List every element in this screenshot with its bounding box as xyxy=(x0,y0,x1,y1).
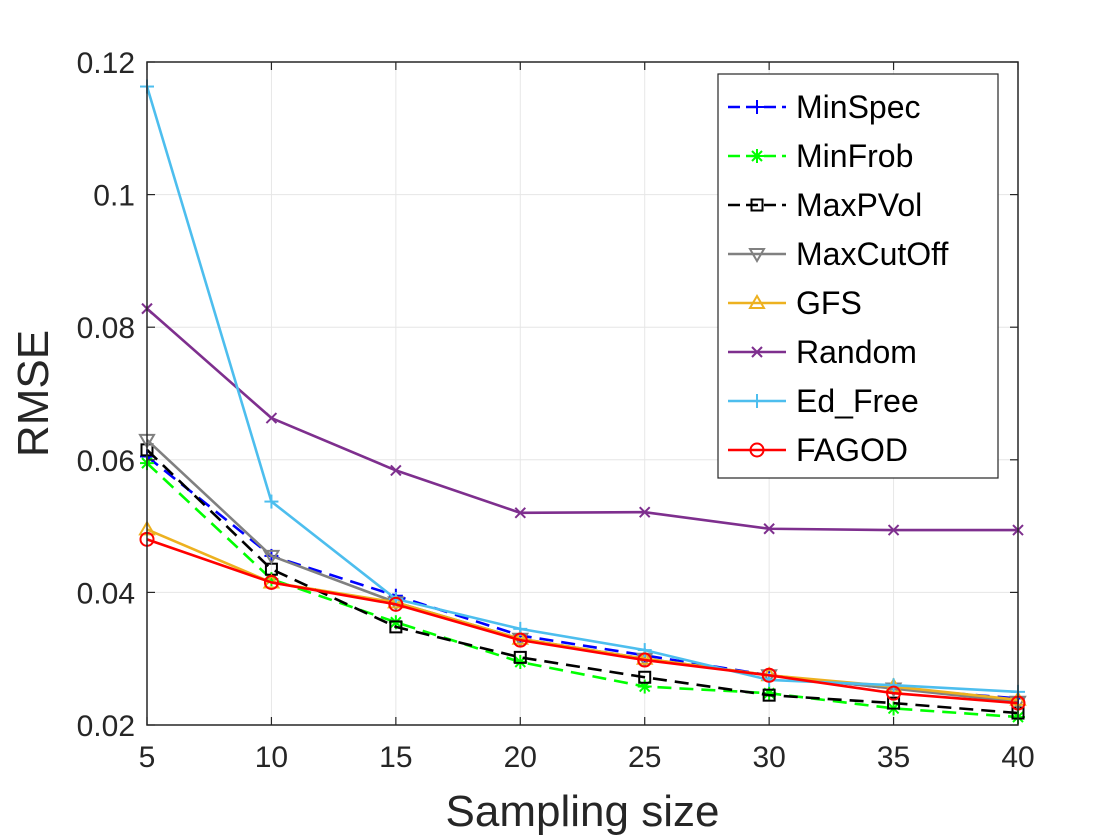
legend-item-maxcutoff: MaxCutOff xyxy=(728,236,948,272)
legend-label: MinSpec xyxy=(796,89,921,125)
legend-marker xyxy=(750,198,764,212)
legend-label: FAGOD xyxy=(796,432,908,468)
point-maxcutoff xyxy=(262,549,281,565)
legend-marker xyxy=(749,442,765,458)
legend-label: Ed_Free xyxy=(796,383,919,419)
legend-marker xyxy=(750,100,764,114)
series-layer xyxy=(138,79,1027,725)
point-random xyxy=(514,507,526,519)
point-gfs xyxy=(387,593,405,609)
series-line-maxpvol xyxy=(146,448,1019,715)
legend-label: MinFrob xyxy=(796,138,913,174)
series-random xyxy=(141,302,1024,536)
x-tick-label: 40 xyxy=(1001,741,1034,774)
x-tick-label: 10 xyxy=(255,741,288,774)
legend-label: MaxCutOff xyxy=(796,236,948,272)
point-random xyxy=(887,524,900,536)
legend-item-gfs: GFS xyxy=(728,285,862,321)
y-tick-label: 0.08 xyxy=(77,312,135,345)
legend-marker xyxy=(751,346,763,358)
y-tick-label: 0.12 xyxy=(77,47,135,80)
point-maxpvol xyxy=(389,620,403,634)
point-fagod xyxy=(388,596,404,612)
legend-item-fagod: FAGOD xyxy=(728,432,908,468)
point-maxpvol xyxy=(513,650,527,664)
point-fagod xyxy=(637,652,653,668)
legend: MinSpec MinFrob MaxPVol MaxCutOff GFS Random E… xyxy=(717,73,999,479)
series-line-random xyxy=(146,307,1018,532)
point-fagod xyxy=(512,632,528,648)
legend-item-random: Random xyxy=(728,334,917,370)
point-fagod xyxy=(761,667,777,683)
x-tick-label: 5 xyxy=(139,741,156,774)
point-random xyxy=(639,506,651,518)
y-tick-label: 0.1 xyxy=(93,180,135,213)
legend-box xyxy=(717,73,999,479)
y-tick-label: 0.02 xyxy=(77,710,135,743)
point-maxpvol xyxy=(887,696,901,710)
legend-label: GFS xyxy=(796,285,862,321)
point-ed-free xyxy=(637,643,652,658)
series-line-ed-free xyxy=(145,86,1019,694)
y-axis-title: RMSE xyxy=(9,330,58,457)
series-line-fagod xyxy=(146,538,1019,705)
legend-label: MaxPVol xyxy=(796,187,922,223)
x-tick-label: 20 xyxy=(504,741,537,774)
point-fagod xyxy=(886,685,902,701)
point-gfs xyxy=(635,649,654,665)
ticks: 5 10 15 20 25 30 35 40 0.02 0.04 0.06 0.08 0.1 0.12 xyxy=(77,47,1035,774)
point-random xyxy=(265,412,278,424)
legend-marker xyxy=(748,294,766,309)
y-tick-label: 0.06 xyxy=(77,445,135,478)
legend-marker xyxy=(750,394,764,408)
x-axis-title: Sampling size xyxy=(446,787,720,836)
point-maxpvol xyxy=(762,688,776,702)
x-tick-label: 35 xyxy=(877,741,910,774)
point-ed-free xyxy=(264,494,279,509)
legend-label: Random xyxy=(796,334,917,370)
point-maxpvol xyxy=(638,670,652,684)
series-line-minfrob xyxy=(146,462,1019,719)
x-tick-label: 15 xyxy=(379,741,412,774)
legend-item-minspec: MinSpec xyxy=(728,89,921,125)
plot-frame xyxy=(146,61,1019,726)
x-tick-label: 25 xyxy=(628,741,661,774)
y-tick-label: 0.04 xyxy=(77,577,135,610)
point-random xyxy=(390,464,402,477)
point-random xyxy=(763,523,775,535)
point-fagod xyxy=(263,574,279,590)
legend-item-minfrob: MinFrob xyxy=(728,138,913,174)
x-tick-label: 30 xyxy=(752,741,785,774)
legend-item-ed-free: Ed_Free xyxy=(728,383,919,419)
point-ed-free xyxy=(886,678,901,693)
legend-marker xyxy=(748,248,766,263)
legend-marker xyxy=(750,149,764,163)
legend-item-maxpvol: MaxPVol xyxy=(728,187,922,223)
